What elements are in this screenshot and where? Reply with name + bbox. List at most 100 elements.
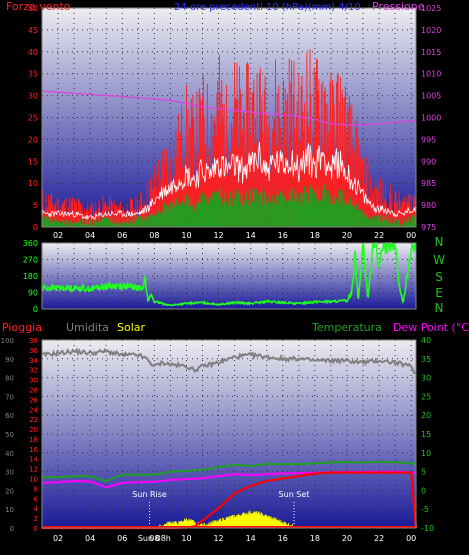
temperature-x-tick-label: 16: [278, 534, 288, 543]
temperature-axes: 0102030405060708090100024681012141618202…: [1, 336, 434, 543]
wind-y-right-tick-label: 1005: [421, 92, 441, 101]
direction-compass-label: S: [435, 270, 443, 284]
wind-y-left-tick-label: 25: [28, 114, 38, 123]
legend-rain: Pioggia: [2, 321, 42, 334]
rain-y-tick-label: 32: [29, 367, 38, 375]
wind-y-right-tick-label: 1020: [421, 26, 441, 35]
humidity-y-tick-label: 90: [5, 356, 14, 364]
wind-x-tick-label: 14: [246, 231, 256, 240]
direction-compass-label: E: [435, 286, 443, 300]
rain-y-tick-label: 28: [29, 386, 38, 394]
rain-y-tick-label: 14: [29, 456, 38, 464]
humidity-y-tick-label: 100: [1, 337, 14, 345]
direction-compass-label: N: [435, 235, 444, 249]
sun-annotation-label: Sun Set: [279, 490, 310, 499]
rain-y-tick-label: 12: [29, 466, 38, 474]
wind-x-tick-label: 02: [53, 231, 63, 240]
wind-x-tick-label: 22: [374, 231, 384, 240]
rain-y-tick-label: 22: [29, 416, 38, 424]
temperature-x-tick-label: 12: [213, 534, 223, 543]
temperature-y-tick-label: 25: [421, 392, 431, 401]
temperature-x-tick-label: 18: [310, 534, 320, 543]
wind-y-left-tick-label: 45: [28, 26, 38, 35]
wind-y-left-tick-label: 15: [28, 157, 38, 166]
direction-y-tick-label: 270: [23, 256, 38, 265]
temperature-y-tick-label: 10: [421, 449, 431, 458]
legend-humidity: Umidita: [66, 321, 109, 334]
wind-series: [41, 48, 417, 227]
pressure-line: [41, 90, 417, 126]
wind-y-right-tick-label: 1015: [421, 48, 441, 57]
wind-x-tick-label: 18: [310, 231, 320, 240]
wind-y-left-tick-label: 40: [28, 48, 38, 57]
rain-y-tick-label: 2: [34, 515, 38, 523]
temperature-plot-border: [41, 339, 417, 529]
wind-y-left-tick-label: 10: [28, 179, 38, 188]
wind-plot-border: [41, 7, 417, 228]
wind-x-tick-label: 10: [181, 231, 191, 240]
wind-legend-right: Pressione: [372, 0, 425, 13]
temperature-y-tick-label: 20: [421, 411, 431, 420]
rain-y-tick-label: 8: [34, 485, 38, 493]
rain-y-tick-label: 16: [29, 446, 38, 454]
humidity-y-tick-label: 0: [10, 525, 14, 533]
direction-y-tick-label: 180: [23, 272, 38, 281]
wind-y-left-tick-label: 30: [28, 92, 38, 101]
wind-y-right-tick-label: 985: [421, 179, 436, 188]
rain-y-tick-label: 30: [29, 377, 38, 385]
temperature-y-tick-label: 30: [421, 374, 431, 383]
wind-y-left-tick-label: 0: [33, 223, 38, 232]
rain-y-tick-label: 6: [34, 495, 39, 503]
temperature-line: [42, 460, 416, 482]
direction-y-tick-label: 90: [28, 289, 38, 298]
temperature-x-tick-label: 02: [53, 534, 63, 543]
wind-x-tick-label: 16: [278, 231, 288, 240]
temperature-y-tick-label: -5: [421, 505, 429, 514]
rain-y-tick-label: 18: [29, 436, 38, 444]
temperature-x-tick-label: 14: [246, 534, 256, 543]
temperature-y-tick-label: 0: [421, 486, 426, 495]
rain-y-tick-label: 0: [34, 525, 38, 533]
wind-y-left-tick-label: 5: [33, 201, 38, 210]
temperature-x-tick-label: 08: [149, 534, 159, 543]
humidity-y-tick-label: 60: [5, 412, 14, 420]
direction-series: [41, 242, 417, 307]
rain-y-tick-label: 36: [29, 347, 38, 355]
humidity-y-tick-label: 20: [5, 487, 14, 495]
temperature-y-tick-label: 5: [421, 468, 426, 477]
direction-compass-label: W: [433, 253, 445, 267]
temperature-y-tick-label: 15: [421, 430, 431, 439]
direction-compass-label: N: [435, 301, 444, 315]
temperature-x-tick-label: 10: [181, 534, 191, 543]
wind-avg-line: [41, 141, 417, 221]
wind-y-left-tick-label: 50: [28, 4, 38, 13]
legend-solar: Solar: [117, 321, 146, 334]
temperature-series: [41, 347, 418, 530]
wind-y-right-tick-label: 975: [421, 223, 436, 232]
wind-y-right-tick-label: 1000: [421, 114, 441, 123]
temperature-x-tick-label: 04: [85, 534, 95, 543]
wind-axes: 0510152025303540455097598098599099510001…: [28, 4, 442, 240]
wind-x-tick-label: 12: [213, 231, 223, 240]
temperature-x-tick-label: 20: [342, 534, 352, 543]
sun-annotation-label: Sun 08h: [138, 534, 171, 543]
temperature-x-tick-label: 00: [406, 534, 416, 543]
rain-y-tick-label: 10: [29, 476, 38, 484]
rain-y-tick-label: 34: [29, 357, 38, 365]
humidity-y-tick-label: 50: [5, 431, 14, 439]
wind-x-tick-label: 00: [406, 231, 416, 240]
wind-y-right-tick-label: 980: [421, 201, 436, 210]
humidity-y-tick-label: 10: [5, 506, 14, 514]
direction-plot-border: [41, 242, 417, 310]
direction-y-tick-label: 360: [23, 239, 38, 248]
wind-x-tick-label: 20: [342, 231, 352, 240]
wind-x-tick-label: 06: [117, 231, 127, 240]
wind-y-left-tick-label: 20: [28, 135, 38, 144]
humidity-y-tick-label: 30: [5, 469, 14, 477]
rain-line: [42, 471, 418, 530]
temperature-x-tick-label: 22: [374, 534, 384, 543]
wind-x-tick-label: 08: [149, 231, 159, 240]
humidity-y-tick-label: 40: [5, 450, 14, 458]
legend-dewpoint: Dew Point (°C): [393, 321, 469, 334]
